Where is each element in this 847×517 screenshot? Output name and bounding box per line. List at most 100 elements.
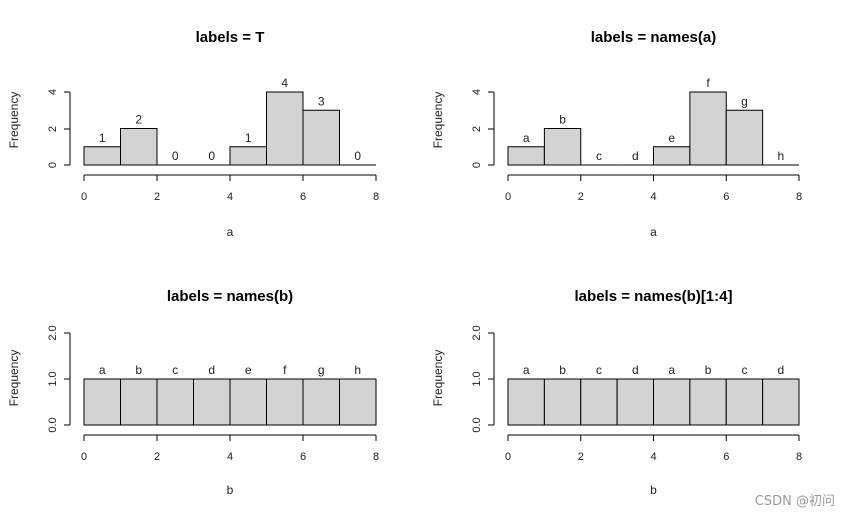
histogram-bar [120, 378, 158, 426]
histogram-bar [83, 146, 121, 166]
y-axis-label: Frequency [7, 350, 21, 407]
histogram-bar [580, 378, 618, 426]
histogram-bar [543, 128, 582, 166]
x-tick-label: 6 [300, 191, 306, 203]
bar-label: h [354, 363, 361, 377]
histogram-bar [507, 378, 545, 426]
bar-label: g [741, 94, 748, 108]
x-tick-label: 6 [723, 191, 729, 203]
x-tick-label: 8 [373, 191, 379, 203]
y-tick-label: 2 [47, 126, 59, 132]
histogram-bar [616, 378, 654, 426]
x-tick-label: 0 [81, 451, 87, 463]
bar-label: e [668, 131, 675, 145]
bar-label: b [559, 113, 566, 127]
bar-label: c [741, 363, 747, 377]
x-tick-label: 6 [300, 451, 306, 463]
bar-label: 1 [245, 131, 252, 145]
bar-label: e [245, 363, 252, 377]
x-tick-label: 8 [796, 451, 802, 463]
y-tick-label: 4 [471, 89, 483, 95]
histogram-bar [689, 91, 727, 166]
bar-label: f [706, 76, 710, 90]
bar-label: a [523, 363, 530, 377]
y-tick-label: 0 [47, 162, 59, 168]
histogram-bar [543, 378, 582, 426]
x-tick-label: 2 [154, 191, 160, 203]
y-axis-label: Frequency [431, 92, 445, 149]
x-tick-label: 4 [227, 451, 233, 463]
y-tick-label: 1.0 [47, 371, 59, 386]
x-tick-label: 0 [81, 191, 87, 203]
bar-label: a [523, 131, 530, 145]
y-axis-label: Frequency [7, 92, 21, 149]
bar-label: 0 [354, 149, 361, 163]
chart-title: labels = T [196, 29, 265, 46]
bar-label: b [135, 363, 142, 377]
x-tick-label: 0 [505, 191, 511, 203]
x-tick-label: 0 [505, 451, 511, 463]
histogram-bar [653, 378, 691, 426]
y-tick-label: 0 [471, 162, 483, 168]
histogram-bar [266, 91, 304, 166]
x-tick-label: 2 [578, 451, 584, 463]
chart-title: labels = names(a) [591, 29, 716, 46]
x-axis-label: b [650, 483, 657, 497]
bar-label: a [668, 363, 675, 377]
histogram-bar [120, 128, 158, 166]
bar-label: 0 [208, 149, 215, 163]
y-tick-label: 4 [47, 89, 59, 95]
y-tick-label: 2 [471, 126, 483, 132]
bar-label: 3 [318, 94, 325, 108]
bar-label: c [172, 363, 178, 377]
x-axis-label: b [227, 483, 234, 497]
y-tick-label: 2.0 [47, 325, 59, 340]
bar-label: 2 [135, 113, 142, 127]
watermark-text: CSDN @初问 [754, 494, 835, 509]
bar-label: d [632, 149, 639, 163]
histogram-bar [302, 378, 340, 426]
bar-label: d [632, 363, 639, 377]
y-tick-label: 0.0 [47, 417, 59, 432]
chart-title: labels = names(b) [167, 288, 293, 305]
y-axis-label: Frequency [431, 350, 445, 407]
histogram-bar [507, 146, 545, 166]
bar-label: b [705, 363, 712, 377]
histogram-bar [339, 378, 377, 426]
bar-label: 0 [172, 149, 179, 163]
histogram-bar [302, 109, 340, 166]
x-tick-label: 6 [723, 451, 729, 463]
y-tick-label: 2.0 [471, 325, 483, 340]
histogram-bar [725, 378, 764, 426]
x-tick-label: 8 [796, 191, 802, 203]
bar-label: a [99, 363, 106, 377]
bar-label: b [559, 363, 566, 377]
bar-label: d [208, 363, 215, 377]
histogram-bar [266, 378, 304, 426]
histogram-bar [689, 378, 727, 426]
bar-label: d [777, 363, 784, 377]
x-tick-label: 4 [650, 191, 656, 203]
histogram-bar [156, 378, 194, 426]
histogram-bar [653, 146, 691, 166]
chart-title: labels = names(b)[1:4] [575, 288, 733, 305]
bar-label: f [283, 363, 287, 377]
x-tick-label: 4 [227, 191, 233, 203]
histogram-bar [762, 378, 800, 426]
y-tick-label: 1.0 [471, 371, 483, 386]
histogram-bar [725, 109, 764, 166]
bar-label: 1 [99, 131, 106, 145]
x-axis-label: a [650, 225, 657, 239]
histogram-bar [193, 378, 231, 426]
x-tick-label: 8 [373, 451, 379, 463]
histogram-bar [229, 146, 267, 166]
x-tick-label: 4 [650, 451, 656, 463]
x-axis-label: a [227, 225, 234, 239]
bar-label: h [777, 149, 784, 163]
bar-label: c [596, 149, 602, 163]
histogram-bar [83, 378, 121, 426]
x-tick-label: 2 [154, 451, 160, 463]
histogram-bar [229, 378, 267, 426]
bar-label: g [318, 363, 325, 377]
